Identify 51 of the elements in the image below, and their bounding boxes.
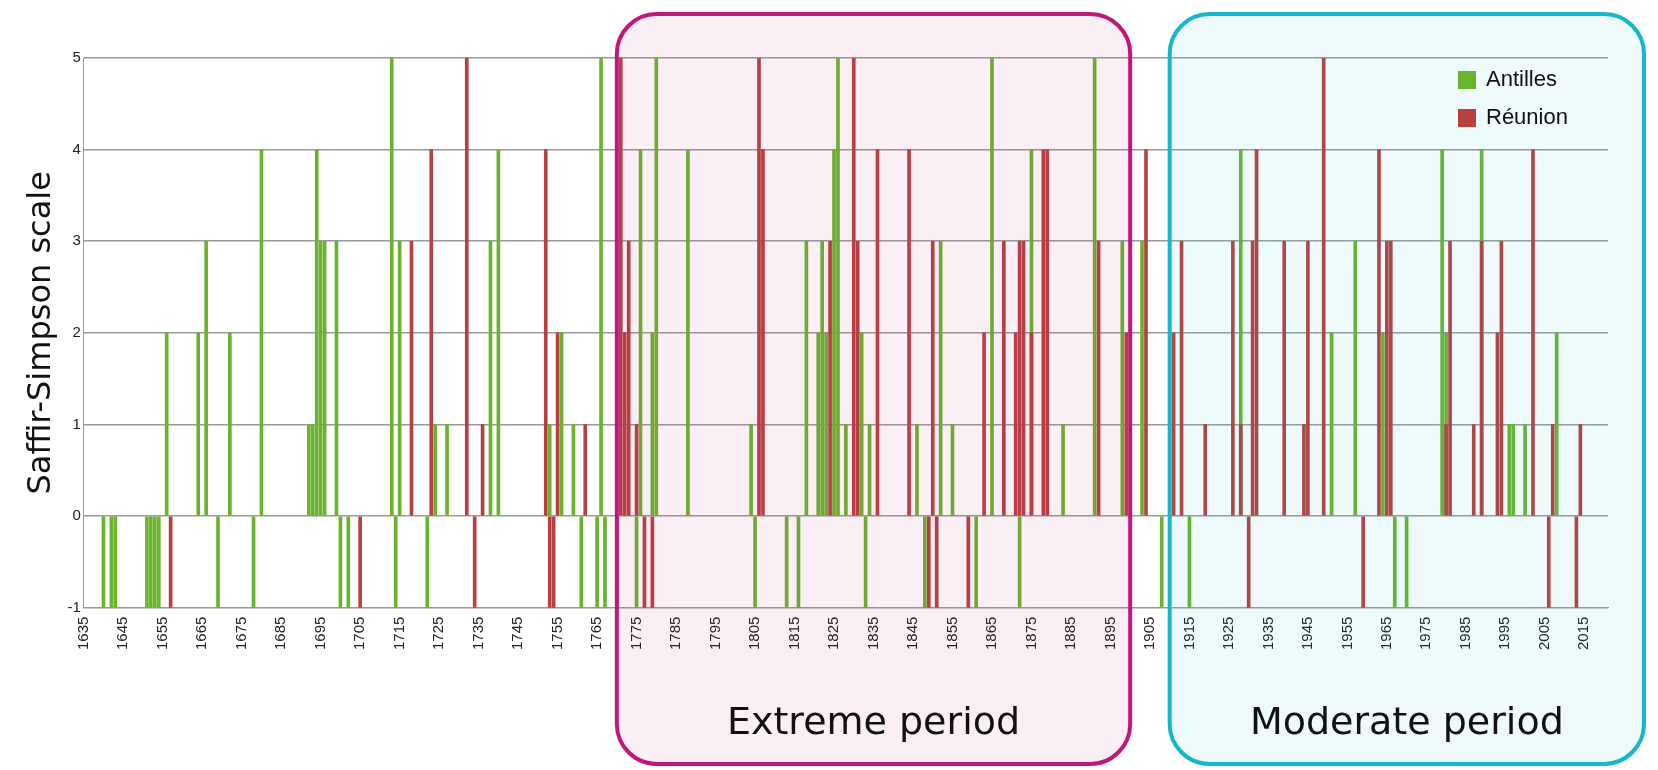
x-tick-label: 1925 bbox=[1219, 616, 1237, 651]
x-tick-label: 1675 bbox=[231, 616, 249, 651]
y-tick-label: -1 bbox=[67, 597, 81, 615]
x-tick-label: 1995 bbox=[1495, 616, 1513, 651]
y-tick-label: 5 bbox=[72, 48, 81, 66]
x-tick-label: 1665 bbox=[192, 616, 210, 651]
y-tick-label: 1 bbox=[72, 414, 81, 432]
y-tick-label: 2 bbox=[72, 322, 81, 340]
x-tick-label: 1645 bbox=[113, 616, 131, 651]
x-tick-label: 1765 bbox=[587, 616, 605, 651]
x-tick-label: 1745 bbox=[508, 616, 526, 651]
x-tick-label: 1785 bbox=[666, 616, 684, 651]
x-tick-label: 1755 bbox=[547, 616, 565, 651]
x-tick-label: 1635 bbox=[73, 616, 91, 651]
x-tick-label: 1835 bbox=[863, 616, 881, 651]
x-tick-label: 1695 bbox=[310, 616, 328, 651]
x-tick-label: 1895 bbox=[1100, 616, 1118, 651]
x-tick-label: 1725 bbox=[429, 616, 447, 651]
band-label: Moderate period bbox=[1249, 698, 1564, 743]
x-tick-label: 1985 bbox=[1455, 616, 1473, 651]
x-tick-label: 1915 bbox=[1179, 616, 1197, 651]
x-tick-label: 2005 bbox=[1534, 616, 1552, 651]
x-tick-label: 1965 bbox=[1377, 616, 1394, 651]
x-tick-label: 1935 bbox=[1258, 616, 1276, 651]
legend-label: Réunion bbox=[1486, 104, 1568, 130]
x-tick-label: 1735 bbox=[468, 616, 486, 651]
y-tick-label: 4 bbox=[72, 139, 81, 157]
x-tick-label: 1795 bbox=[705, 616, 723, 651]
y-tick-label: 3 bbox=[72, 231, 81, 249]
x-tick-label: 1885 bbox=[1061, 616, 1079, 651]
x-tick-label: 1955 bbox=[1337, 616, 1355, 651]
x-tick-label: 1815 bbox=[784, 616, 802, 651]
x-tick-label: 1825 bbox=[824, 616, 842, 651]
x-tick-label: 1845 bbox=[903, 616, 921, 651]
x-tick-label: 1945 bbox=[1298, 616, 1316, 651]
y-axis-title: Saffir-Simpson scale bbox=[19, 171, 58, 495]
y-tick-label: 0 bbox=[72, 506, 81, 524]
x-tick-label: 1775 bbox=[626, 616, 644, 651]
x-tick-label: 1805 bbox=[745, 616, 763, 651]
legend-label: Antilles bbox=[1486, 66, 1557, 92]
x-tick-label: 1865 bbox=[982, 616, 1000, 651]
x-tick-label: 1905 bbox=[1140, 616, 1158, 651]
x-tick-label: 1975 bbox=[1416, 616, 1434, 651]
x-tick-label: 1705 bbox=[350, 616, 368, 651]
x-tick-label: 1875 bbox=[1021, 616, 1039, 651]
band-label: Extreme period bbox=[726, 698, 1021, 743]
x-tick-label: 2015 bbox=[1574, 616, 1592, 651]
x-tick-label: 1855 bbox=[942, 616, 960, 651]
x-tick-label: 1685 bbox=[271, 616, 289, 651]
x-tick-label: 1655 bbox=[152, 616, 170, 651]
x-tick-label: 1715 bbox=[389, 616, 407, 651]
